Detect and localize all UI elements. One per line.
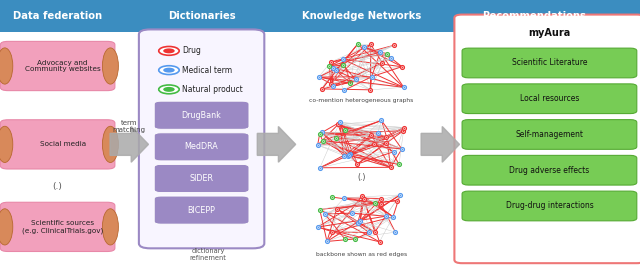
Text: (.): (.) <box>52 183 63 191</box>
Circle shape <box>163 68 175 73</box>
Text: (.): (.) <box>357 173 366 182</box>
Ellipse shape <box>0 126 13 163</box>
Text: MedDRA: MedDRA <box>185 142 218 151</box>
Text: backbone shown as red edges: backbone shown as red edges <box>316 252 407 257</box>
Text: Medical term: Medical term <box>182 66 232 75</box>
Text: Drug adverse effects: Drug adverse effects <box>509 166 589 175</box>
Text: DrugBank: DrugBank <box>182 111 221 120</box>
Text: Scientific sources
(e.g. ClinicalTrials.gov): Scientific sources (e.g. ClinicalTrials.… <box>22 220 103 234</box>
Ellipse shape <box>0 48 13 84</box>
Circle shape <box>159 85 179 94</box>
Text: term
matching: term matching <box>113 120 146 133</box>
Text: Advocacy and
Community websites: Advocacy and Community websites <box>25 59 100 73</box>
Polygon shape <box>257 126 296 162</box>
Ellipse shape <box>102 126 118 163</box>
Text: dictionary
refinement: dictionary refinement <box>189 248 227 261</box>
FancyBboxPatch shape <box>154 196 249 224</box>
Ellipse shape <box>102 209 118 245</box>
FancyBboxPatch shape <box>462 48 637 78</box>
FancyBboxPatch shape <box>0 202 115 251</box>
Text: Drug-drug interactions: Drug-drug interactions <box>506 202 593 210</box>
Polygon shape <box>110 126 148 162</box>
FancyBboxPatch shape <box>154 164 249 192</box>
Circle shape <box>159 66 179 75</box>
Text: Scientific Literature: Scientific Literature <box>512 59 587 67</box>
Circle shape <box>163 48 175 53</box>
FancyBboxPatch shape <box>0 0 640 32</box>
Polygon shape <box>421 126 460 162</box>
Text: Local resources: Local resources <box>520 94 579 103</box>
FancyBboxPatch shape <box>154 101 249 129</box>
Circle shape <box>163 87 175 92</box>
FancyBboxPatch shape <box>139 29 264 248</box>
Text: Knowledge Networks: Knowledge Networks <box>302 11 421 21</box>
Text: BICEPP: BICEPP <box>188 206 216 214</box>
Circle shape <box>159 46 179 55</box>
Text: Recommendations: Recommendations <box>483 11 586 21</box>
FancyBboxPatch shape <box>0 120 115 169</box>
FancyBboxPatch shape <box>462 191 637 221</box>
FancyBboxPatch shape <box>154 133 249 161</box>
FancyBboxPatch shape <box>454 15 640 263</box>
FancyBboxPatch shape <box>462 155 637 185</box>
Text: Drug: Drug <box>182 46 201 55</box>
Ellipse shape <box>0 209 13 245</box>
Text: Dictionaries: Dictionaries <box>168 11 236 21</box>
FancyBboxPatch shape <box>462 120 637 149</box>
Text: Self-management: Self-management <box>515 130 584 139</box>
Text: SIDER: SIDER <box>189 174 214 183</box>
Text: myAura: myAura <box>528 28 571 38</box>
Text: Natural product: Natural product <box>182 85 243 94</box>
Text: co-mention heterogeneous graphs: co-mention heterogeneous graphs <box>310 98 413 103</box>
FancyBboxPatch shape <box>0 42 115 91</box>
Text: Data federation: Data federation <box>13 11 102 21</box>
Ellipse shape <box>102 48 118 84</box>
FancyBboxPatch shape <box>462 84 637 114</box>
Text: Social media: Social media <box>40 141 86 147</box>
